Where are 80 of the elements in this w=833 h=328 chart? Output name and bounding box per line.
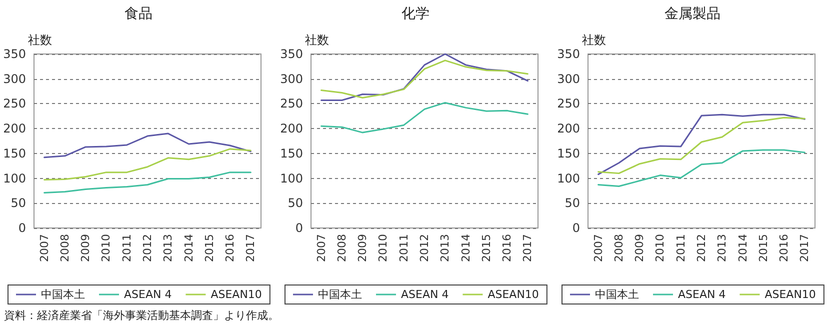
y-tick-label: 150 — [3, 146, 26, 160]
y-tick-label: 250 — [3, 96, 26, 111]
y-tick-label: 50 — [10, 196, 26, 210]
y-tick-label: 100 — [280, 171, 303, 186]
x-tick-label: 2009 — [633, 234, 646, 262]
y-tick-label: 50 — [564, 196, 580, 210]
legend-label: ASEAN 4 — [124, 288, 172, 301]
x-tick-label: 2013 — [716, 234, 729, 262]
x-tick-label: 2007 — [592, 234, 605, 262]
x-tick-label: 2008 — [612, 234, 626, 262]
x-tick-label: 2012 — [695, 234, 708, 262]
y-axis-title: 社数 — [582, 33, 606, 47]
legend-label: 中国本土 — [595, 288, 639, 301]
line-series — [44, 148, 252, 181]
x-tick-label: 2009 — [356, 234, 370, 262]
y-tick-label: 300 — [3, 72, 26, 86]
x-tick-label: 2017 — [798, 234, 812, 262]
y-tick-label: 300 — [280, 72, 303, 86]
x-tick-label: 2016 — [500, 234, 514, 262]
y-tick-label: 0 — [295, 221, 303, 235]
y-tick-label: 50 — [288, 196, 303, 210]
y-tick-label: 0 — [18, 221, 26, 235]
y-axis-title: 社数 — [305, 33, 329, 47]
x-tick-label: 2009 — [79, 234, 92, 262]
y-tick-label: 350 — [280, 47, 303, 61]
y-tick-label: 200 — [280, 122, 303, 136]
x-tick-label: 2012 — [418, 234, 431, 262]
legend-label: ASEAN 4 — [401, 288, 449, 301]
y-tick-label: 250 — [557, 96, 580, 111]
y-tick-label: 150 — [280, 146, 303, 160]
x-tick-label: 2007 — [38, 234, 51, 262]
x-tick-label: 2015 — [202, 234, 216, 262]
line-series — [598, 149, 806, 187]
y-tick-label: 200 — [557, 122, 580, 136]
x-tick-label: 2017 — [244, 234, 258, 262]
y-tick-label: 100 — [557, 171, 580, 186]
y-tick-label: 300 — [557, 72, 580, 86]
x-tick-label: 2008 — [58, 234, 72, 262]
x-tick-label: 2011 — [120, 234, 134, 262]
x-tick-label: 2014 — [182, 234, 196, 262]
x-tick-label: 2013 — [438, 234, 452, 262]
legend-label: ASEAN10 — [764, 288, 816, 301]
legend-label: 中国本土 — [41, 288, 85, 301]
line-series — [320, 102, 528, 134]
x-tick-label: 2010 — [376, 234, 390, 262]
x-tick-label: 2010 — [100, 234, 113, 262]
chart-title: 食品 — [124, 6, 152, 22]
x-tick-label: 2015 — [756, 234, 770, 262]
chart-title: 金属製品 — [664, 6, 720, 22]
y-tick-label: 100 — [3, 171, 26, 186]
y-tick-label: 350 — [3, 47, 26, 61]
y-tick-label: 200 — [3, 122, 26, 136]
x-tick-label: 2014 — [736, 234, 750, 262]
x-tick-label: 2012 — [141, 234, 154, 262]
y-tick-label: 0 — [572, 221, 580, 235]
y-tick-label: 150 — [557, 146, 580, 160]
line-series — [44, 132, 252, 158]
x-tick-label: 2014 — [459, 234, 472, 262]
x-tick-label: 2011 — [674, 234, 688, 262]
chart-title: 化学 — [402, 6, 430, 22]
x-tick-label: 2007 — [314, 234, 328, 262]
y-axis-title: 社数 — [28, 33, 52, 47]
legend-label: ASEAN 4 — [678, 288, 726, 301]
y-tick-label: 250 — [280, 96, 303, 111]
line-series — [320, 53, 528, 101]
x-tick-label: 2016 — [224, 234, 237, 262]
x-tick-label: 2015 — [480, 234, 493, 262]
x-tick-label: 2010 — [654, 234, 667, 262]
x-tick-label: 2016 — [778, 234, 791, 262]
x-tick-label: 2011 — [397, 234, 410, 262]
x-tick-label: 2017 — [521, 234, 534, 262]
legend-label: ASEAN10 — [488, 288, 539, 301]
line-series — [44, 172, 252, 194]
x-tick-label: 2008 — [335, 234, 348, 262]
x-tick-label: 2013 — [162, 234, 175, 262]
line-series — [320, 60, 528, 98]
legend-label: ASEAN10 — [210, 288, 262, 301]
y-tick-label: 350 — [557, 47, 580, 61]
text: 資料：経済産業省「海外事業活動基本調査」より作成。 — [3, 308, 280, 324]
legend-label: 中国本土 — [318, 288, 362, 301]
